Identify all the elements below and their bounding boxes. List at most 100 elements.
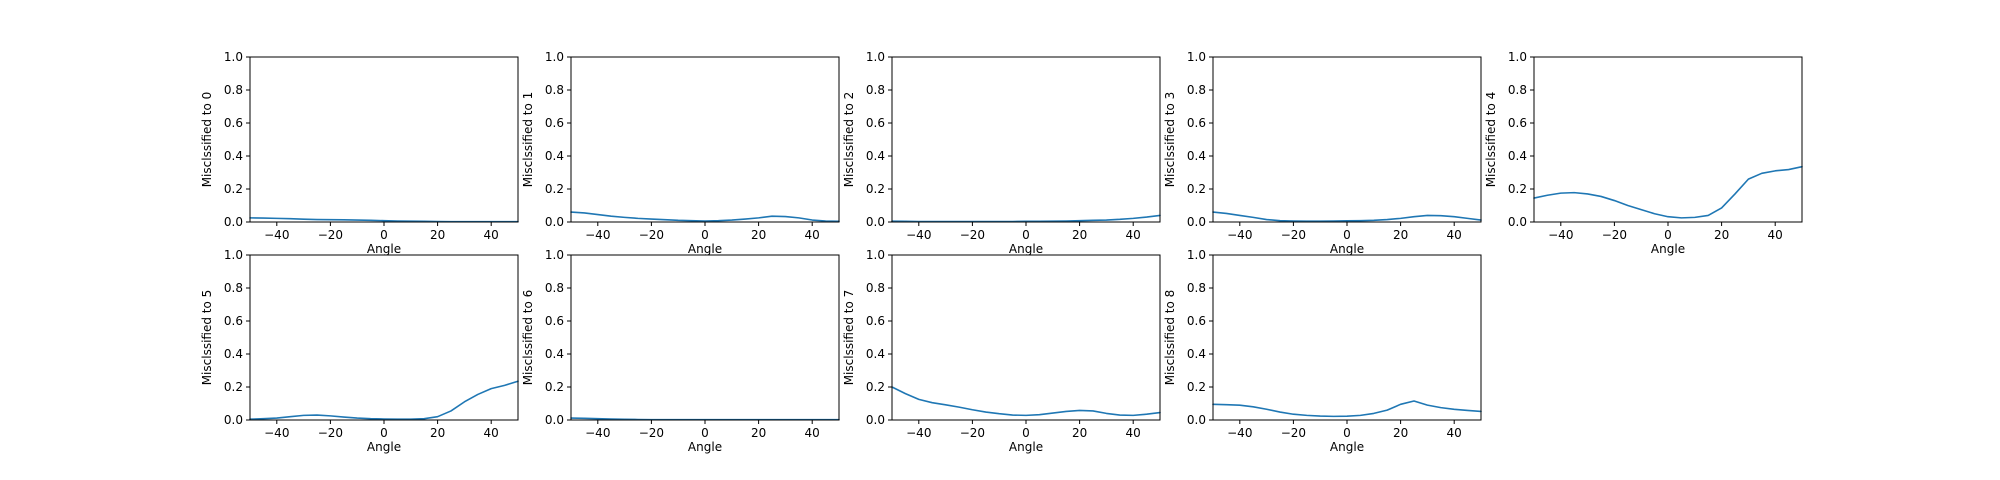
x-tick-label: 0 [1022, 228, 1030, 242]
series-line-1-0 [570, 211, 840, 223]
x-tick-label: −20 [960, 426, 985, 440]
y-tick-label: 0.6 [545, 314, 564, 328]
series-line-5-0 [249, 380, 519, 420]
y-tick-label: 1.0 [1187, 248, 1206, 262]
x-tick-label: −40 [906, 426, 931, 440]
y-tick-label: 0.4 [1508, 149, 1527, 163]
y-tick-label: 0.6 [1187, 116, 1206, 130]
y-tick-label: 0.6 [1187, 314, 1206, 328]
y-tick-label: 0.8 [1508, 83, 1527, 97]
y-tick-label: 0.6 [1508, 116, 1527, 130]
y-tick-label: 0.2 [545, 182, 564, 196]
x-tick-label: 20 [1393, 228, 1408, 242]
x-tick-label: −40 [1227, 426, 1252, 440]
x-axis-label: Angle [1651, 242, 1685, 256]
y-tick-label: 0.0 [1508, 215, 1527, 229]
x-tick-label: 40 [1126, 228, 1141, 242]
y-tick-label: 0.2 [224, 182, 243, 196]
x-tick-label: −20 [639, 426, 664, 440]
x-tick-label: 0 [1022, 426, 1030, 440]
y-tick-label: 0.0 [1187, 413, 1206, 427]
y-tick-label: 0.0 [866, 413, 885, 427]
y-tick-label: 1.0 [545, 50, 564, 64]
subplot-6: −40 −20 0 20 40 0.0 0.2 0.4 0.6 0.8 1.0 Angle Miscls… [521, 248, 840, 454]
y-axis-label: Misclssified to 8 [1163, 290, 1177, 386]
x-tick-label: −20 [318, 228, 343, 242]
y-tick-label: 0.8 [1187, 83, 1206, 97]
x-tick-label: 0 [1343, 426, 1351, 440]
y-tick-label: 0.4 [1187, 347, 1206, 361]
x-tick-label: −20 [1602, 228, 1627, 242]
x-tick-label: 0 [1343, 228, 1351, 242]
y-axis-label: Misclssified to 6 [521, 290, 535, 386]
y-tick-label: 0.2 [1508, 182, 1527, 196]
x-tick-label: 40 [1126, 426, 1141, 440]
y-tick-label: 0.0 [224, 215, 243, 229]
y-tick-label: 0.2 [1187, 380, 1206, 394]
subplot-4: −40 −20 0 20 40 0.0 0.2 0.4 0.6 0.8 1.0 Angle Miscls… [1484, 50, 1803, 256]
x-tick-label: −20 [1281, 426, 1306, 440]
y-axis-label: Misclssified to 4 [1484, 92, 1498, 188]
x-tick-label: 20 [1072, 228, 1087, 242]
x-tick-label: 40 [1447, 426, 1462, 440]
y-tick-label: 0.4 [224, 347, 243, 361]
x-tick-label: 0 [701, 228, 709, 242]
x-axis-label: Angle [688, 242, 722, 256]
y-axis-label: Misclssified to 3 [1163, 92, 1177, 188]
x-tick-label: −40 [1227, 228, 1252, 242]
x-tick-label: −20 [318, 426, 343, 440]
x-axis-label: Angle [1009, 242, 1043, 256]
y-tick-label: 0.6 [545, 116, 564, 130]
y-tick-label: 0.4 [866, 149, 885, 163]
y-tick-label: 0.0 [1187, 215, 1206, 229]
x-axis-label: Angle [1330, 242, 1364, 256]
y-axis-label: Misclssified to 7 [842, 290, 856, 386]
y-tick-label: 0.2 [1187, 182, 1206, 196]
x-axis-label: Angle [367, 242, 401, 256]
y-tick-label: 0.4 [1187, 149, 1206, 163]
plot-frame [1212, 254, 1482, 421]
y-tick-label: 1.0 [866, 50, 885, 64]
x-tick-label: 20 [1072, 426, 1087, 440]
y-axis-label: Misclssified to 1 [521, 92, 535, 188]
subplot-1: −40 −20 0 20 40 0.0 0.2 0.4 0.6 0.8 1.0 Angle Miscls… [521, 50, 840, 256]
y-axis-label: Misclssified to 5 [200, 290, 214, 386]
y-tick-label: 0.8 [545, 83, 564, 97]
plot-frame [249, 56, 519, 223]
y-tick-label: 0.8 [224, 281, 243, 295]
y-tick-label: 0.8 [545, 281, 564, 295]
subplot-2: −40 −20 0 20 40 0.0 0.2 0.4 0.6 0.8 1.0 Angle Miscls… [842, 50, 1161, 256]
y-tick-label: 0.4 [866, 347, 885, 361]
x-tick-label: 20 [751, 426, 766, 440]
y-tick-label: 0.2 [866, 380, 885, 394]
x-tick-label: −40 [264, 426, 289, 440]
y-axis-label: Misclssified to 2 [842, 92, 856, 188]
x-tick-label: −40 [585, 228, 610, 242]
x-tick-label: 0 [380, 426, 388, 440]
plot-frame [891, 56, 1161, 223]
x-tick-label: −20 [1281, 228, 1306, 242]
series-line-7-0 [891, 386, 1161, 417]
series-line-8-0 [1212, 400, 1482, 418]
y-tick-label: 1.0 [224, 50, 243, 64]
x-tick-label: −20 [639, 228, 664, 242]
x-tick-label: 40 [1447, 228, 1462, 242]
plot-frame [570, 254, 840, 421]
x-tick-label: 40 [1768, 228, 1783, 242]
plot-frame [891, 254, 1161, 421]
y-tick-label: 1.0 [545, 248, 564, 262]
x-tick-label: 40 [805, 228, 820, 242]
y-tick-label: 0.0 [545, 215, 564, 229]
y-tick-label: 0.8 [866, 83, 885, 97]
subplot-5: −40 −20 0 20 40 0.0 0.2 0.4 0.6 0.8 1.0 Angle Miscls… [200, 248, 519, 454]
x-tick-label: 20 [1714, 228, 1729, 242]
y-tick-label: 0.2 [224, 380, 243, 394]
x-tick-label: 40 [805, 426, 820, 440]
x-tick-label: −40 [906, 228, 931, 242]
x-tick-label: 20 [430, 426, 445, 440]
x-tick-label: −20 [960, 228, 985, 242]
x-tick-label: 0 [380, 228, 388, 242]
y-tick-label: 0.8 [224, 83, 243, 97]
y-tick-label: 0.4 [545, 347, 564, 361]
